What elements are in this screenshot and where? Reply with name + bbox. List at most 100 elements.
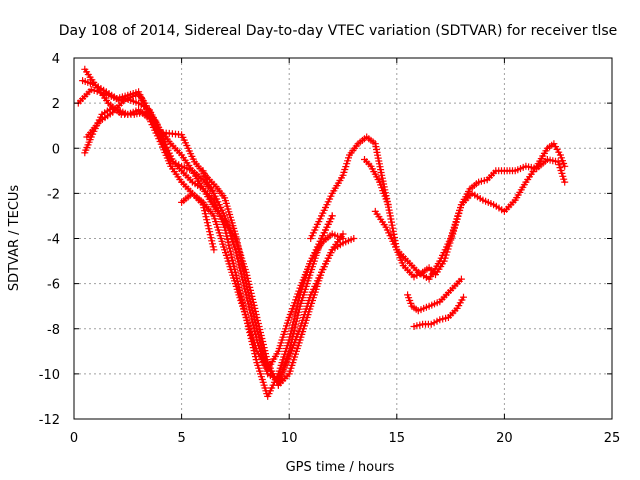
data-point-marker [226,244,234,252]
data-point-marker [251,304,259,312]
data-point-marker [204,222,212,230]
data-point-marker [254,320,262,327]
x-tick-label: 15 [389,431,406,446]
data-point-marker [245,280,253,288]
data-point-marker [285,314,293,321]
data-point-marker [350,235,358,242]
data-point-marker [205,225,213,233]
data-point-marker [259,341,267,348]
y-tick-label: -4 [47,233,60,248]
x-tick-label: 20 [496,431,513,446]
data-point-marker [292,296,300,304]
data-point-marker [290,318,297,326]
data-point-marker [293,303,301,311]
data-point-marker [249,318,257,326]
data-point-marker [246,283,254,291]
series-track-11 [404,275,465,315]
data-point-marker [339,235,347,242]
x-tick-label: 5 [177,431,185,446]
data-point-marker [247,289,255,297]
data-point-marker [561,178,569,186]
data-point-marker [228,253,236,261]
series-track-9 [371,140,569,283]
data-point-marker [261,347,269,355]
data-point-marker [561,162,569,170]
data-point-marker [287,327,295,335]
data-point-marker [247,286,254,294]
y-tick-label: -10 [39,368,60,383]
data-point-marker [249,295,257,303]
data-point-marker [247,309,254,317]
data-point-marker [226,247,234,255]
data-point-marker [236,264,244,272]
data-point-marker [292,309,300,317]
x-tick-label: 0 [70,431,78,446]
data-point-marker [243,271,251,279]
data-point-marker [292,306,300,314]
data-point-marker [200,204,208,212]
data-point-marker [208,237,216,245]
data-series [74,65,569,400]
data-point-marker [252,311,260,318]
data-point-marker [229,256,236,264]
x-tick-label: 25 [604,431,621,446]
data-point-marker [288,305,296,313]
data-point-marker [201,210,209,218]
data-point-marker [239,279,247,287]
data-point-marker [209,243,217,251]
series-track-6 [178,189,218,254]
y-tick-label: 4 [52,52,60,67]
series-track-12 [410,293,467,330]
series-track-7 [199,167,218,197]
data-point-marker [287,330,295,338]
data-point-marker [235,261,243,269]
data-point-marker [255,323,263,330]
data-point-marker [248,315,256,323]
data-point-marker [457,275,465,283]
data-point-marker [206,231,214,239]
data-point-marker [242,268,250,276]
y-tick-label: -8 [47,323,60,338]
data-point-marker [460,293,467,301]
data-point-marker [244,274,252,282]
data-point-marker [259,338,267,345]
data-point-marker [227,250,235,258]
data-point-marker [202,213,210,221]
data-point-marker [253,314,261,321]
data-point-marker [210,246,218,254]
data-point-marker [256,326,264,333]
series-track-3 [79,77,347,385]
data-point-marker [294,300,302,308]
data-point-marker [257,332,265,339]
data-point-marker [236,267,244,275]
y-tick-label: -12 [39,413,60,428]
data-point-marker [203,219,211,227]
data-point-marker [288,324,296,332]
data-point-marker [244,297,252,305]
data-point-marker [243,294,251,302]
data-point-marker [206,228,214,236]
data-point-marker [244,277,252,285]
y-tick-label: 2 [52,97,60,112]
data-point-marker [237,270,245,278]
data-point-marker [290,315,298,323]
data-point-marker [286,333,294,341]
data-point-marker [208,240,216,248]
data-point-marker [384,201,392,209]
data-point-marker [207,234,215,242]
data-point-marker [254,317,262,324]
data-point-marker [244,300,252,308]
y-tick-label: -2 [47,187,60,202]
data-point-marker [262,350,269,358]
data-point-marker [239,276,247,284]
data-point-marker [257,329,264,336]
series-line [81,79,345,382]
data-point-marker [245,303,253,311]
series-track-10 [361,156,392,209]
y-axis-label: SDTVAR / TECUs [7,185,22,292]
data-point-marker [258,335,266,342]
x-axis-label: GPS time / hours [286,460,395,475]
data-point-marker [210,189,218,197]
data-point-marker [242,291,250,299]
